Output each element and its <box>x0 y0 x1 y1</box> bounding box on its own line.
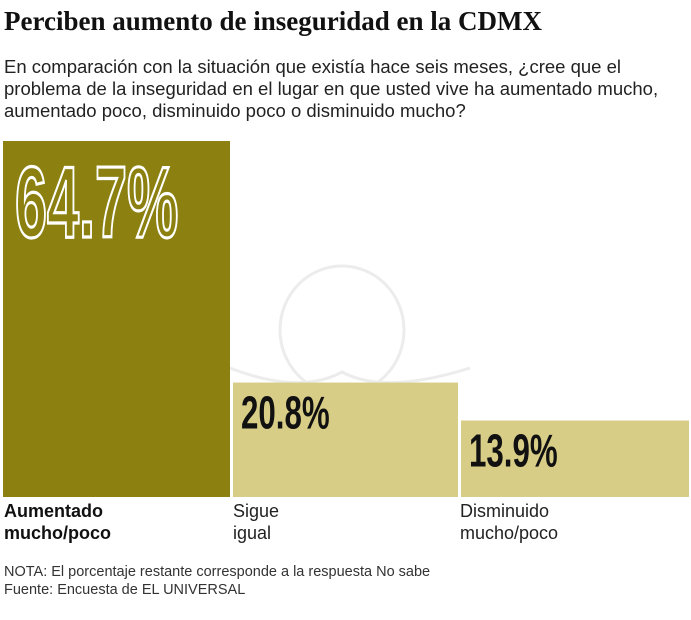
note-text: NOTA: El porcentaje restante corresponde… <box>4 564 431 580</box>
bar-1 <box>233 382 458 497</box>
category-label-aumentado: Aumentado mucho/poco <box>4 501 111 543</box>
chart-subtitle: En comparación con la situación que exis… <box>4 56 659 121</box>
data-label-1: 20.8% <box>241 388 330 439</box>
chart-title: Perciben aumento de inseguridad en la CD… <box>4 6 542 36</box>
bar-0 <box>3 141 230 497</box>
source-text: Fuente: Encuesta de EL UNIVERSAL <box>4 582 246 598</box>
data-label-0: 64.7% <box>15 147 178 259</box>
category-label-disminuido: Disminuido mucho/poco <box>460 501 559 543</box>
category-label-sigue-igual: Sigue igual <box>233 501 280 543</box>
bar-2 <box>461 420 689 497</box>
data-label-2: 13.9% <box>469 426 558 477</box>
notes: NOTA: El porcentaje restante corresponde… <box>4 563 430 599</box>
